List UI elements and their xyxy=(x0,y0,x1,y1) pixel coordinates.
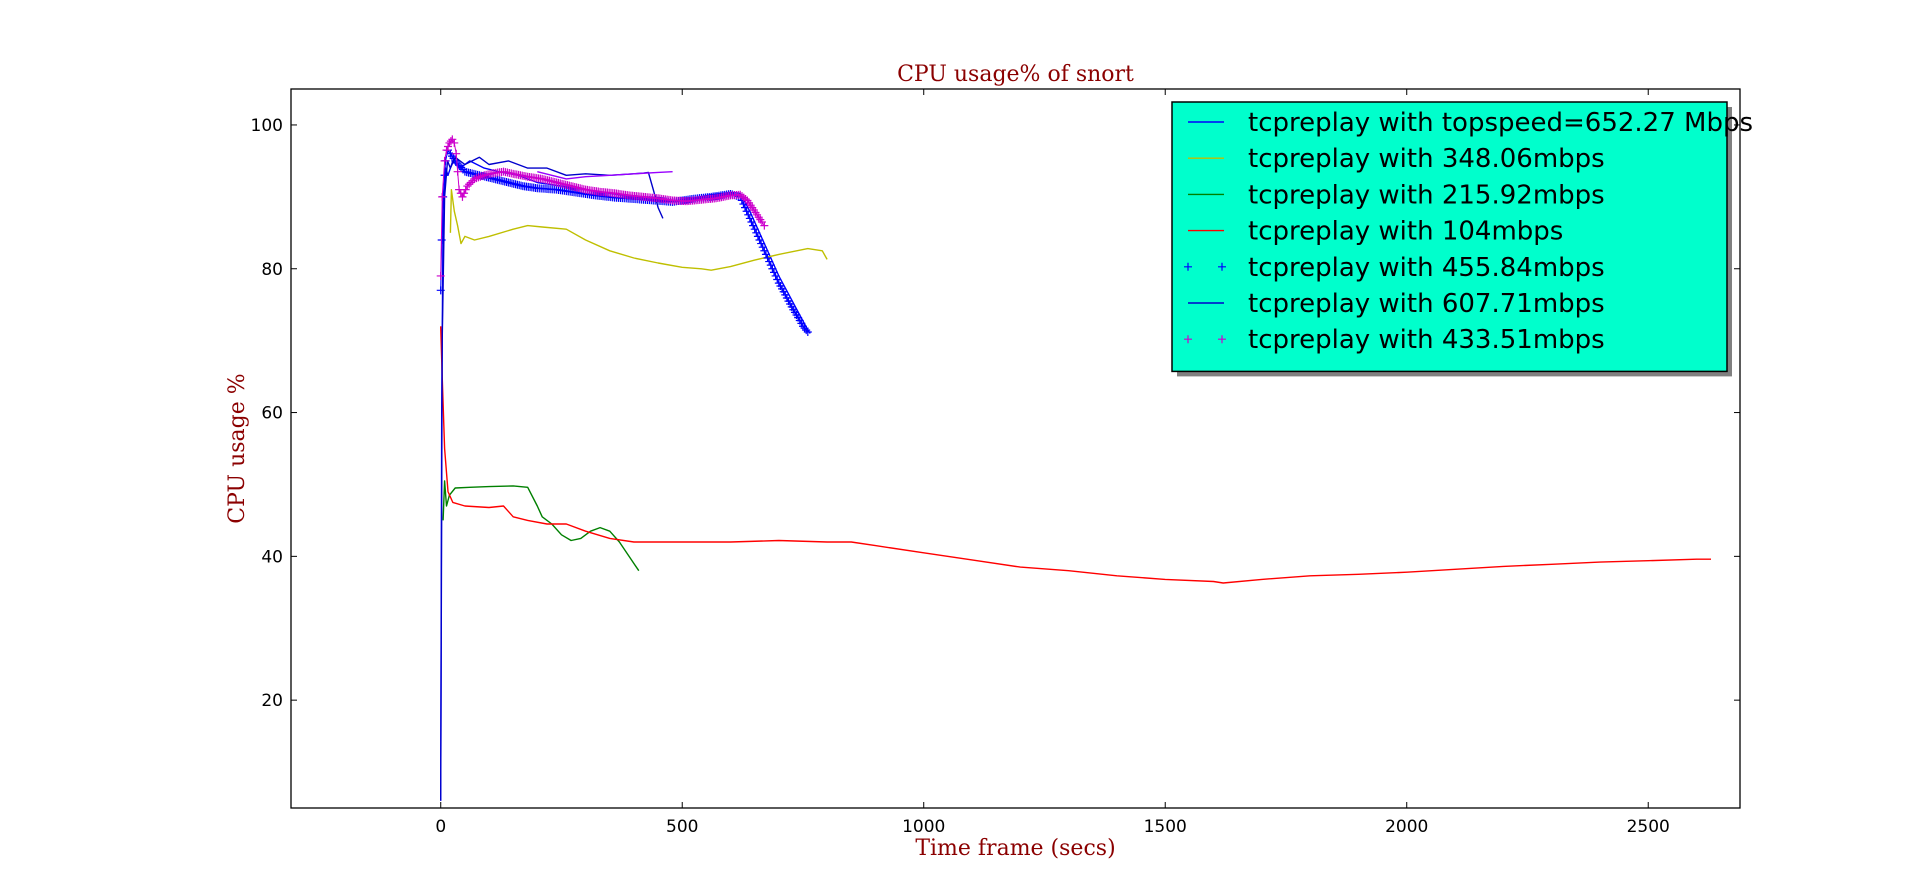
legend-label: tcpreplay with 104mbps xyxy=(1248,217,1563,247)
series-point xyxy=(440,156,449,165)
series-point xyxy=(438,192,447,201)
series-point xyxy=(763,253,772,262)
series-1 xyxy=(449,189,828,271)
series-point xyxy=(436,271,445,280)
legend-swatch xyxy=(1218,335,1226,344)
legend-label: tcpreplay with 455.84mbps xyxy=(1248,253,1605,283)
series-point xyxy=(741,195,750,204)
plot-area-frame xyxy=(290,88,1741,809)
series-point xyxy=(773,275,782,284)
series-2 xyxy=(442,480,640,572)
series-point xyxy=(453,167,462,176)
legend-label: tcpreplay with 433.51mbps xyxy=(1248,325,1605,355)
series-point xyxy=(747,218,756,227)
series-trace xyxy=(440,138,765,276)
legend-box xyxy=(1171,101,1728,373)
series-7 xyxy=(537,171,673,180)
series-line xyxy=(440,156,664,801)
y-tick-label: 40 xyxy=(261,547,283,567)
series-point xyxy=(761,250,770,259)
legend-label: tcpreplay with topspeed=652.27 Mbps xyxy=(1248,108,1753,138)
series-point xyxy=(741,203,750,212)
legend-swatch xyxy=(1184,335,1192,344)
series-point xyxy=(474,173,483,182)
series-point xyxy=(745,214,754,223)
series-point xyxy=(744,210,753,219)
series-point xyxy=(753,232,762,241)
series-point xyxy=(460,189,469,198)
x-tick-label: 0 xyxy=(435,817,446,837)
series-point xyxy=(760,246,769,255)
series-point xyxy=(465,180,474,189)
x-tick-label: 500 xyxy=(666,817,698,837)
legend-label: tcpreplay with 607.71mbps xyxy=(1248,289,1605,319)
series-point xyxy=(758,243,767,252)
series-3 xyxy=(440,326,1711,584)
series-0 xyxy=(440,160,811,801)
x-axis-label: Time frame (secs) xyxy=(915,836,1115,861)
legend-label: tcpreplay with 215.92mbps xyxy=(1248,180,1605,210)
series-point xyxy=(768,264,777,273)
legend: tcpreplay with topspeed=652.27 Mbps tcpre… xyxy=(1171,101,1753,377)
series-point xyxy=(749,221,758,230)
series-line xyxy=(449,189,828,271)
y-tick-label: 20 xyxy=(261,691,283,711)
series-point xyxy=(757,239,766,248)
legend-label: tcpreplay with 348.06mbps xyxy=(1248,144,1605,174)
y-tick-label: 80 xyxy=(261,260,283,280)
series-point xyxy=(803,328,812,337)
y-tick-label: 100 xyxy=(251,116,283,136)
series-point xyxy=(760,221,769,230)
series-point xyxy=(755,235,764,244)
series-point xyxy=(766,261,775,270)
series-point xyxy=(765,257,774,266)
series-layer xyxy=(436,135,1711,801)
legend-swatch xyxy=(1218,262,1226,271)
series-point xyxy=(770,268,778,277)
series-point xyxy=(461,185,470,194)
series-line xyxy=(440,326,1711,584)
series-point xyxy=(750,225,759,234)
legend-swatch xyxy=(1184,262,1192,271)
x-tick-label: 2000 xyxy=(1385,817,1428,837)
axis-ticks: 0 500 1000 1500 2000 2500 20 40 60 80 100 xyxy=(251,89,1740,837)
x-tick-label: 1500 xyxy=(1144,817,1187,837)
series-point xyxy=(446,137,455,146)
series-point xyxy=(443,142,452,151)
series-6 xyxy=(436,135,769,280)
series-point xyxy=(450,138,459,147)
series-point xyxy=(771,271,780,280)
y-axis-label: CPU usage % xyxy=(225,373,250,523)
series-point xyxy=(440,171,449,180)
y-tick-label: 60 xyxy=(261,404,283,424)
x-tick-label: 1000 xyxy=(902,817,945,837)
series-line xyxy=(537,171,673,180)
series-point xyxy=(442,146,451,155)
x-tick-label: 2500 xyxy=(1627,817,1670,837)
series-point xyxy=(802,326,811,335)
series-point xyxy=(472,174,481,183)
series-5 xyxy=(440,156,664,801)
series-point xyxy=(478,171,487,180)
series-point xyxy=(466,178,475,187)
series-line xyxy=(442,480,640,572)
series-point xyxy=(448,135,457,144)
series-point xyxy=(463,182,472,191)
series-line xyxy=(440,160,811,801)
series-point xyxy=(470,174,479,183)
chart-title: CPU usage% of snort xyxy=(897,62,1134,87)
series-point xyxy=(476,172,485,181)
series-point xyxy=(742,207,751,216)
series-point xyxy=(752,228,761,237)
series-point xyxy=(452,149,461,158)
series-point xyxy=(458,192,467,201)
